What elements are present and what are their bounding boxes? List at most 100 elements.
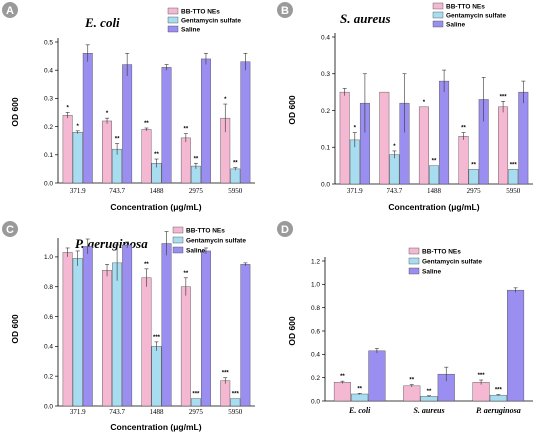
y-tick-label: 0.4	[44, 68, 53, 75]
significance-label: **	[194, 156, 199, 162]
bar	[333, 382, 351, 402]
significance-label: **	[144, 262, 149, 268]
y-tick-label: 0.4	[311, 352, 320, 359]
panel-letter-badge	[2, 2, 18, 18]
x-tick-label: 743.7	[387, 187, 403, 195]
legend-label: Gentamycin sulfate	[186, 238, 246, 245]
legend-label: Gentamycin sulfate	[181, 18, 241, 25]
panel-letter: D	[281, 224, 289, 236]
legend-label: BB-TTO NEs	[446, 4, 485, 11]
significance-label: ***	[192, 392, 200, 398]
y-tick-label: 0.0	[321, 181, 330, 188]
x-tick-label: 2975	[189, 408, 204, 416]
bar	[82, 246, 93, 407]
y-tick-label: 0.6	[311, 328, 320, 335]
y-tick-label: 0.2	[321, 108, 330, 115]
bar	[439, 80, 450, 185]
panel-A: A E. coli 0.0 0.1 0.2 0.3 0.4 0.5 OD 600 Concentr…	[2, 2, 255, 212]
significance-label: *	[224, 97, 227, 103]
legend-swatch	[167, 25, 179, 33]
bar	[458, 136, 469, 185]
significance-label: *	[423, 100, 426, 106]
legend-label: BB-TTO NEs	[186, 228, 225, 235]
x-tick-label: E. coli	[348, 406, 371, 415]
x-tick-label: P. aeruginosa	[476, 406, 521, 415]
panel-letter-badge	[277, 221, 293, 237]
bar	[190, 398, 201, 407]
legend-label: Gentamycin sulfate	[446, 13, 506, 20]
bar	[230, 398, 241, 407]
bar	[240, 264, 251, 407]
legend-swatch	[432, 20, 444, 28]
significance-label: ***	[495, 388, 503, 394]
y-tick-label: 1.2	[311, 258, 320, 265]
x-tick-label: 2975	[467, 187, 482, 195]
bar	[240, 61, 251, 184]
significance-label: **	[461, 126, 466, 132]
bar	[230, 168, 241, 184]
legend-label: Saline	[181, 27, 201, 34]
y-tick-label: 0.2	[44, 124, 53, 131]
significance-label: ***	[232, 392, 240, 398]
x-axis-label: Concentration (μg/mL)	[110, 202, 201, 212]
bar	[141, 129, 152, 184]
y-axis-label: OD 600	[287, 316, 297, 346]
bar	[368, 350, 386, 402]
panel-letter: B	[281, 5, 289, 17]
significance-label: *	[354, 126, 357, 132]
x-tick-label: 1488	[150, 187, 165, 195]
bar	[161, 67, 172, 184]
bar	[62, 115, 73, 184]
y-tick-label: 0.4	[44, 344, 53, 351]
bar	[429, 165, 439, 185]
legend-swatch	[167, 7, 179, 15]
panel-title: E. coli	[84, 15, 120, 30]
x-tick-label: 1488	[427, 187, 442, 195]
bar	[201, 250, 211, 407]
bar	[403, 385, 421, 402]
panel-B: B S. aureus 0.0 0.1 0.2 0.3 0.4 OD 600 Concentra…	[277, 2, 533, 212]
bar	[102, 120, 112, 184]
significance-label: *	[393, 144, 396, 150]
significance-label: *	[77, 124, 80, 130]
bar	[180, 286, 191, 407]
x-tick-label: 743.7	[109, 408, 125, 416]
x-tick-label: S. aureus	[413, 406, 444, 415]
x-tick-label: 5950	[506, 187, 521, 195]
bar	[82, 53, 93, 184]
x-tick-label: 1488	[150, 408, 165, 416]
significance-label: **	[154, 152, 159, 158]
significance-label: **	[432, 159, 437, 165]
bar	[472, 382, 490, 402]
y-tick-label: 0.0	[44, 403, 53, 410]
y-tick-label: 0.5	[44, 39, 53, 46]
bar	[151, 346, 162, 407]
significance-label: ***	[500, 94, 508, 100]
legend-swatch	[408, 257, 420, 265]
significance-label: *	[106, 111, 109, 117]
y-tick-label: 0.1	[44, 152, 53, 159]
legend-label: Gentamycin sulfate	[422, 259, 482, 266]
significance-label: **	[184, 271, 189, 277]
bar	[72, 258, 83, 407]
legend-swatch	[172, 236, 184, 244]
y-tick-label: 0.1	[321, 145, 330, 152]
legend-swatch	[172, 226, 184, 234]
significance-label: **	[471, 162, 476, 168]
bar	[112, 262, 123, 407]
legend-swatch	[408, 267, 420, 275]
legend-swatch	[432, 11, 444, 19]
y-tick-label: 0.6	[44, 314, 53, 321]
x-axis-label: Concentration (μg/mL)	[110, 422, 201, 432]
significance-label: **	[427, 389, 432, 395]
legend-label: Saline	[446, 22, 466, 29]
x-axis-label: Concentration (μg/mL)	[388, 202, 479, 212]
bar	[141, 277, 152, 407]
significance-label: ***	[222, 371, 230, 377]
y-tick-label: 0.8	[311, 305, 320, 312]
bar	[201, 58, 211, 184]
y-tick-label: 0.3	[44, 96, 53, 103]
significance-label: **	[340, 374, 345, 380]
y-tick-label: 0.3	[321, 71, 330, 78]
